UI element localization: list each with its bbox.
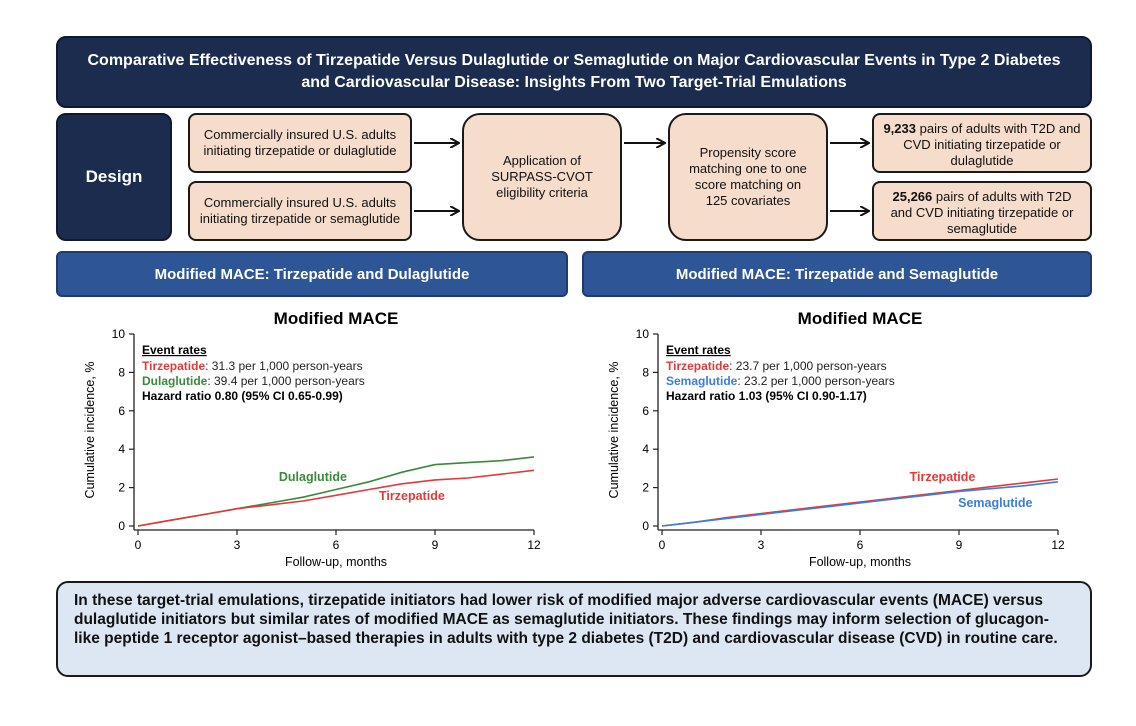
- y-tick-label: 6: [118, 404, 125, 418]
- result-semaglutide-box: 25,266 pairs of adults with T2D and CVD …: [872, 181, 1092, 241]
- x-tick-label: 3: [758, 538, 765, 552]
- x-tick-label: 0: [659, 538, 666, 552]
- legend-entry-tirzepatide: Tirzepatide: 23.7 per 1,000 person-years: [666, 359, 887, 373]
- y-tick-label: 8: [642, 365, 649, 379]
- y-tick-label: 4: [642, 442, 649, 456]
- x-axis-label: Follow-up, months: [285, 555, 387, 569]
- abstract-title: Comparative Effectiveness of Tirzepatide…: [56, 36, 1092, 108]
- chart-title: Modified MACE: [274, 309, 399, 328]
- series-label-tirzepatide: Tirzepatide: [910, 470, 976, 484]
- design-label: Design: [56, 113, 172, 241]
- hazard-ratio: Hazard ratio 1.03 (95% CI 0.90-1.17): [666, 389, 867, 403]
- x-tick-label: 12: [527, 538, 541, 552]
- cohort-semaglutide-box: Commercially insured U.S. adults initiat…: [188, 181, 412, 241]
- chart-dulaglutide: Modified MACE 0 2 4 6 8 10 0 3 6 9 12 Follow-up, mon…: [83, 309, 541, 569]
- legend-title: Event rates: [666, 343, 731, 357]
- chart-semaglutide: Modified MACE 0 2 4 6 8 10 0 3 6 9 12 Follow-up, mon…: [607, 309, 1065, 569]
- chart-title: Modified MACE: [798, 309, 923, 328]
- x-tick-label: 3: [234, 538, 241, 552]
- result-semaglutide-count: 25,266: [892, 189, 933, 204]
- y-tick-label: 10: [636, 327, 650, 341]
- y-axis-label: Cumulative incidence, %: [607, 362, 621, 499]
- y-tick-label: 6: [642, 404, 649, 418]
- y-tick-label: 0: [118, 519, 125, 533]
- x-tick-label: 9: [956, 538, 963, 552]
- result-dulaglutide-count: 9,233: [883, 121, 916, 136]
- matching-box: Propensity score matching one to one sco…: [668, 113, 828, 241]
- series-line-tirzepatide: [661, 478, 1059, 527]
- y-tick-label: 2: [642, 481, 649, 495]
- summary-conclusion: In these target-trial emulations, tirzep…: [56, 581, 1092, 677]
- y-tick-label: 2: [118, 481, 125, 495]
- legend-entry-dulaglutide: Dulaglutide: 39.4 per 1,000 person-years: [142, 374, 365, 388]
- left-section-header: Modified MACE: Tirzepatide and Dulagluti…: [56, 251, 568, 297]
- legend-entry-semaglutide: Semaglutide: 23.2 per 1,000 person-years: [666, 374, 895, 388]
- x-tick-label: 6: [333, 538, 340, 552]
- series-label-dulaglutide: Dulaglutide: [279, 470, 347, 484]
- series-label-tirzepatide: Tirzepatide: [379, 489, 445, 503]
- legend-title: Event rates: [142, 343, 207, 357]
- legend-entry-tirzepatide: Tirzepatide: 31.3 per 1,000 person-years: [142, 359, 363, 373]
- y-axis-label: Cumulative incidence, %: [83, 362, 97, 499]
- hazard-ratio: Hazard ratio 0.80 (95% CI 0.65-0.99): [142, 389, 343, 403]
- series-label-semaglutide: Semaglutide: [958, 496, 1032, 510]
- x-tick-label: 12: [1051, 538, 1065, 552]
- eligibility-box: Application of SURPASS-CVOT eligibility …: [462, 113, 622, 241]
- y-tick-label: 0: [642, 519, 649, 533]
- x-tick-label: 9: [432, 538, 439, 552]
- y-tick-label: 4: [118, 442, 125, 456]
- series-line-tirzepatide: [137, 469, 535, 527]
- result-dulaglutide-box: 9,233 pairs of adults with T2D and CVD i…: [872, 113, 1092, 173]
- x-axis-label: Follow-up, months: [809, 555, 911, 569]
- result-semaglutide-text: pairs of adults with T2D and CVD initiat…: [890, 189, 1074, 236]
- y-tick-label: 8: [118, 365, 125, 379]
- series-line-semaglutide: [661, 481, 1059, 527]
- result-dulaglutide-text: pairs of adults with T2D and CVD initiat…: [903, 121, 1081, 168]
- cohort-dulaglutide-box: Commercially insured U.S. adults initiat…: [188, 113, 412, 173]
- right-section-header: Modified MACE: Tirzepatide and Semagluti…: [582, 251, 1092, 297]
- y-tick-label: 10: [112, 327, 126, 341]
- x-tick-label: 6: [857, 538, 864, 552]
- x-tick-label: 0: [135, 538, 142, 552]
